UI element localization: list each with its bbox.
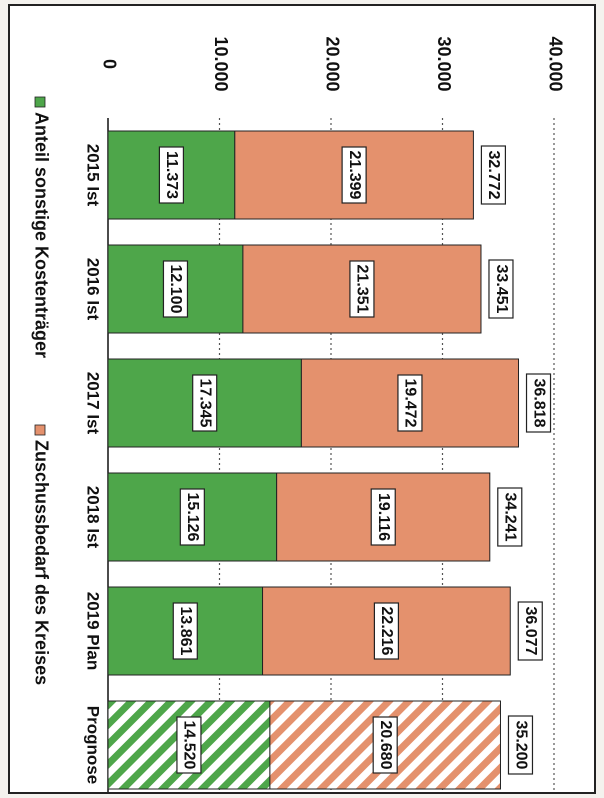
total-label: 33.451 bbox=[493, 265, 510, 314]
data-label: 22.216 bbox=[378, 607, 395, 656]
category-label: 2016 Ist bbox=[84, 258, 103, 321]
total-label-box bbox=[507, 715, 534, 775]
plot-area: 0 10.000 20.000 30.000 40.000 11.373 21.399 32.… bbox=[31, 36, 565, 792]
data-label-box bbox=[158, 146, 185, 204]
data-label: 11.373 bbox=[163, 151, 180, 199]
data-label: 21.399 bbox=[346, 151, 363, 200]
total-label: 35.200 bbox=[512, 721, 529, 770]
legend-label: Zuschussbedarf des Kreises bbox=[31, 440, 51, 685]
data-label-box bbox=[372, 716, 398, 774]
legend-label: Anteil sonstige Kostenträger bbox=[31, 112, 51, 358]
data-label: 14.520 bbox=[181, 721, 198, 770]
total-label-box bbox=[525, 373, 552, 433]
data-label-box bbox=[176, 716, 202, 774]
category-label: 2015 Ist bbox=[84, 144, 103, 207]
data-label-box bbox=[179, 488, 205, 546]
y-tick-label: 30.000 bbox=[434, 36, 454, 91]
data-label: 21.351 bbox=[354, 265, 371, 314]
data-label: 17.345 bbox=[196, 379, 213, 428]
data-label: 13.861 bbox=[177, 607, 194, 656]
total-label-box bbox=[488, 259, 514, 319]
total-label: 34.241 bbox=[502, 493, 519, 542]
data-label-box bbox=[172, 602, 198, 660]
total-label-box bbox=[480, 145, 507, 205]
total-label-box bbox=[497, 487, 523, 547]
data-label-box bbox=[341, 146, 367, 204]
total-label: 32.772 bbox=[485, 151, 502, 200]
data-label: 12.100 bbox=[167, 265, 184, 314]
legend-swatch bbox=[34, 96, 46, 108]
chart-frame: 0 10.000 20.000 30.000 40.000 11.373 21.399 32.… bbox=[8, 4, 596, 794]
category-label: 2019 Plan bbox=[84, 592, 103, 670]
data-label-box bbox=[192, 374, 218, 432]
total-label-box bbox=[517, 601, 543, 661]
legend-swatch bbox=[34, 424, 46, 436]
data-label-box bbox=[397, 374, 423, 432]
category-label: 2017 Ist bbox=[84, 372, 103, 435]
data-label: 19.472 bbox=[402, 379, 419, 428]
category-label: 2018 Ist bbox=[84, 486, 103, 549]
y-tick-label: 40.000 bbox=[545, 36, 565, 91]
total-label: 36.818 bbox=[530, 379, 547, 428]
data-label-box bbox=[349, 260, 375, 318]
y-tick-label: 10.000 bbox=[211, 36, 231, 91]
y-tick-label: 20.000 bbox=[322, 36, 342, 91]
data-label: 15.126 bbox=[184, 493, 201, 542]
data-label-box bbox=[370, 488, 396, 546]
total-label: 36.077 bbox=[522, 607, 539, 656]
category-label: Prognose bbox=[84, 706, 103, 784]
data-label: 20.680 bbox=[377, 721, 394, 770]
data-label: 19.116 bbox=[375, 493, 392, 541]
y-tick-label: 0 bbox=[99, 59, 119, 69]
stacked-bar-chart: 0 10.000 20.000 30.000 40.000 11.373 21.399 32.… bbox=[31, 36, 565, 792]
data-label-box bbox=[373, 602, 400, 660]
data-label-box bbox=[162, 260, 189, 318]
